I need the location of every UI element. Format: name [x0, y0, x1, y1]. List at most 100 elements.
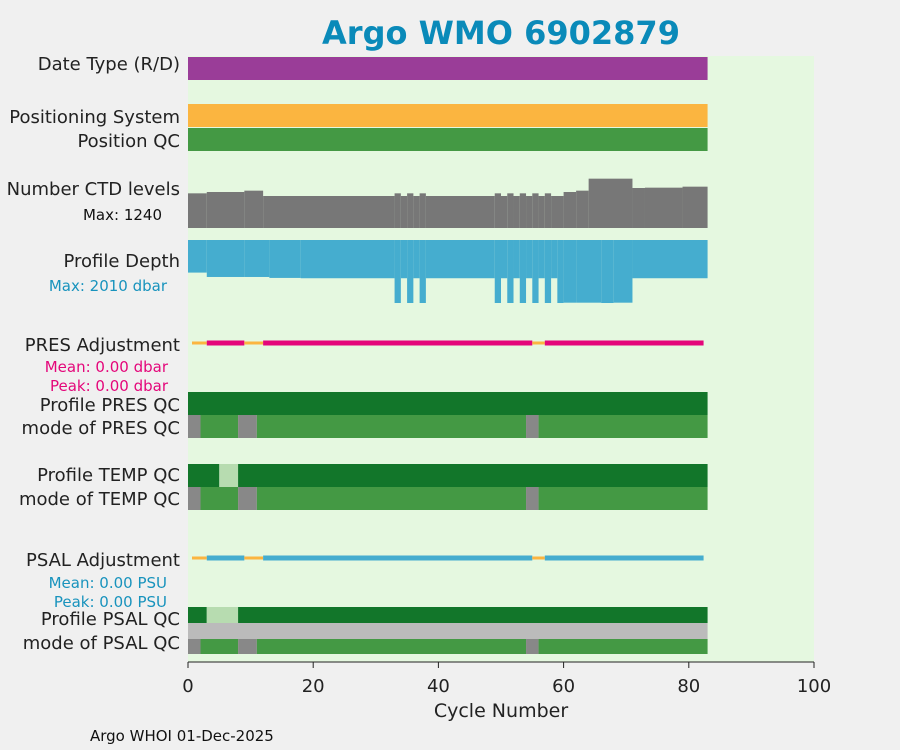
mode-pres-qc-bar-segment: [256, 415, 527, 438]
profile-depth-bar: [513, 240, 520, 279]
label-profile-pres-qc: Profile PRES QC: [40, 395, 180, 416]
n-ctd-levels-bar: [425, 196, 495, 228]
label-pres-adjustment: PRES Adjustment: [25, 335, 180, 356]
label-profile-depth: Profile Depth: [63, 251, 180, 272]
profile-temp-qc-bar-segment: [219, 464, 239, 487]
profile-depth-bar: [206, 240, 245, 277]
label-position-qc: Position QC: [77, 131, 180, 152]
footer-credit: Argo WHOI 01-Dec-2025: [90, 727, 274, 745]
x-axis-label: Cycle Number: [434, 700, 568, 722]
n-ctd-levels-bar: [576, 190, 589, 228]
mode-psal-qc-bar-segment: [188, 639, 201, 654]
profile-depth-bar: [544, 240, 552, 303]
mode-temp-qc-bar-segment: [256, 487, 527, 510]
n-ctd-levels-bar: [551, 196, 564, 228]
label-mode-temp-qc: mode of TEMP QC: [19, 489, 180, 510]
mode-psal-qc-bar-segment: [200, 639, 239, 654]
label-positioning-system: Positioning System: [9, 107, 180, 128]
position-qc-bar-segment: [188, 128, 708, 151]
profile-depth-bar: [425, 240, 495, 279]
n-ctd-levels-bar: [407, 193, 414, 228]
profile-depth-max-label: Max: 2010 dbar: [49, 277, 168, 295]
profile-depth-bar: [526, 240, 533, 279]
date-type-bar-segment: [188, 57, 708, 80]
label-n-ctd-levels: Number CTD levels: [7, 179, 180, 200]
profile-depth-bar: [601, 240, 614, 303]
chart-title: Argo WMO 6902879: [322, 14, 680, 52]
mode-pres-qc-bar-segment: [238, 415, 257, 438]
profile-depth-bar: [538, 240, 545, 279]
n-ctd-levels-bar: [563, 192, 577, 228]
label-mode-pres-qc: mode of PRES QC: [22, 418, 180, 439]
n-ctd-levels-bar: [644, 187, 683, 228]
n-ctd-levels-bar: [632, 188, 645, 228]
profile-depth-bar: [613, 240, 633, 303]
mode-pres-qc-bar-segment: [200, 415, 239, 438]
label-date-type: Date Type (R/D): [38, 54, 180, 75]
n-ctd-max-label: Max: 1240: [83, 206, 162, 224]
n-ctd-levels-bar: [400, 196, 408, 228]
profile-psal-qc-overlay-segment: [188, 623, 708, 639]
profile-depth-bar: [576, 240, 602, 303]
psal-mean-label: Mean: 0.00 PSU: [49, 574, 167, 592]
profile-depth-bar: [407, 240, 414, 303]
label-mode-psal-qc: mode of PSAL QC: [23, 633, 180, 654]
n-ctd-levels-bar: [206, 192, 245, 228]
n-ctd-levels-bar: [188, 193, 207, 228]
row-labels: Date Type (R/D) Positioning System Posit…: [7, 54, 180, 654]
n-ctd-levels-bar: [519, 193, 527, 228]
profile-depth-bar: [519, 240, 527, 303]
x-tick-label: 60: [552, 676, 575, 697]
n-ctd-levels-bar: [682, 186, 708, 228]
n-ctd-levels-bar: [244, 190, 264, 228]
mode-pres-qc-bar-segment: [188, 415, 201, 438]
profile-depth-bar: [269, 240, 301, 278]
x-tick-label: 0: [182, 676, 193, 697]
profile-temp-qc-bar-segment: [188, 464, 220, 487]
n-ctd-levels-bar: [513, 196, 520, 228]
n-ctd-levels-bar: [394, 193, 401, 228]
n-ctd-levels-bar: [419, 193, 426, 228]
n-ctd-levels-bar: [544, 193, 552, 228]
label-psal-adjustment: PSAL Adjustment: [26, 550, 180, 571]
profile-depth-bar: [551, 240, 558, 279]
mode-temp-qc-bar-segment: [238, 487, 257, 510]
profile-depth-bar: [563, 240, 577, 303]
label-profile-psal-qc: Profile PSAL QC: [41, 609, 180, 630]
profile-depth-bar: [494, 240, 501, 303]
n-ctd-levels-bar: [413, 196, 420, 228]
n-ctd-levels-bar: [526, 196, 533, 228]
profile-depth-bar: [300, 240, 395, 279]
profile-depth-bar: [557, 240, 564, 303]
mode-temp-qc-bar-segment: [538, 487, 708, 510]
mode-pres-qc-bar-segment: [526, 415, 539, 438]
x-tick-label: 40: [427, 676, 450, 697]
profile-psal-qc-bar-segment: [188, 607, 207, 623]
n-ctd-levels-bar: [263, 196, 395, 228]
pres-peak-label: Peak: 0.00 dbar: [50, 377, 169, 395]
x-tick-label: 80: [677, 676, 700, 697]
mode-temp-qc-bar-segment: [526, 487, 539, 510]
profile-pres-qc-bar-segment: [188, 392, 708, 415]
mode-psal-qc-bar-segment: [526, 639, 539, 654]
x-tick-label: 20: [302, 676, 325, 697]
profile-depth-bar: [188, 240, 207, 273]
mode-psal-qc-bar-segment: [256, 639, 527, 654]
n-ctd-levels-bar: [538, 196, 545, 228]
profile-psal-qc-bar-segment: [206, 607, 239, 623]
profile-depth-bar: [394, 240, 401, 303]
mode-temp-qc-bar-segment: [188, 487, 201, 510]
psal-peak-label: Peak: 0.00 PSU: [54, 593, 167, 611]
label-profile-temp-qc: Profile TEMP QC: [37, 465, 180, 486]
x-axis-ticks: 0 20 40 60 80 100: [182, 662, 831, 697]
profile-depth-bar: [419, 240, 426, 303]
n-ctd-levels-bar: [588, 178, 633, 228]
mode-pres-qc-bar-segment: [538, 415, 708, 438]
profile-depth-bar: [532, 240, 539, 303]
profile-depth-bar: [632, 240, 708, 279]
n-ctd-levels-bar: [494, 193, 501, 228]
profile-depth-bar: [400, 240, 408, 279]
n-ctd-levels-bar: [501, 196, 508, 228]
mode-temp-qc-bar-segment: [200, 487, 239, 510]
